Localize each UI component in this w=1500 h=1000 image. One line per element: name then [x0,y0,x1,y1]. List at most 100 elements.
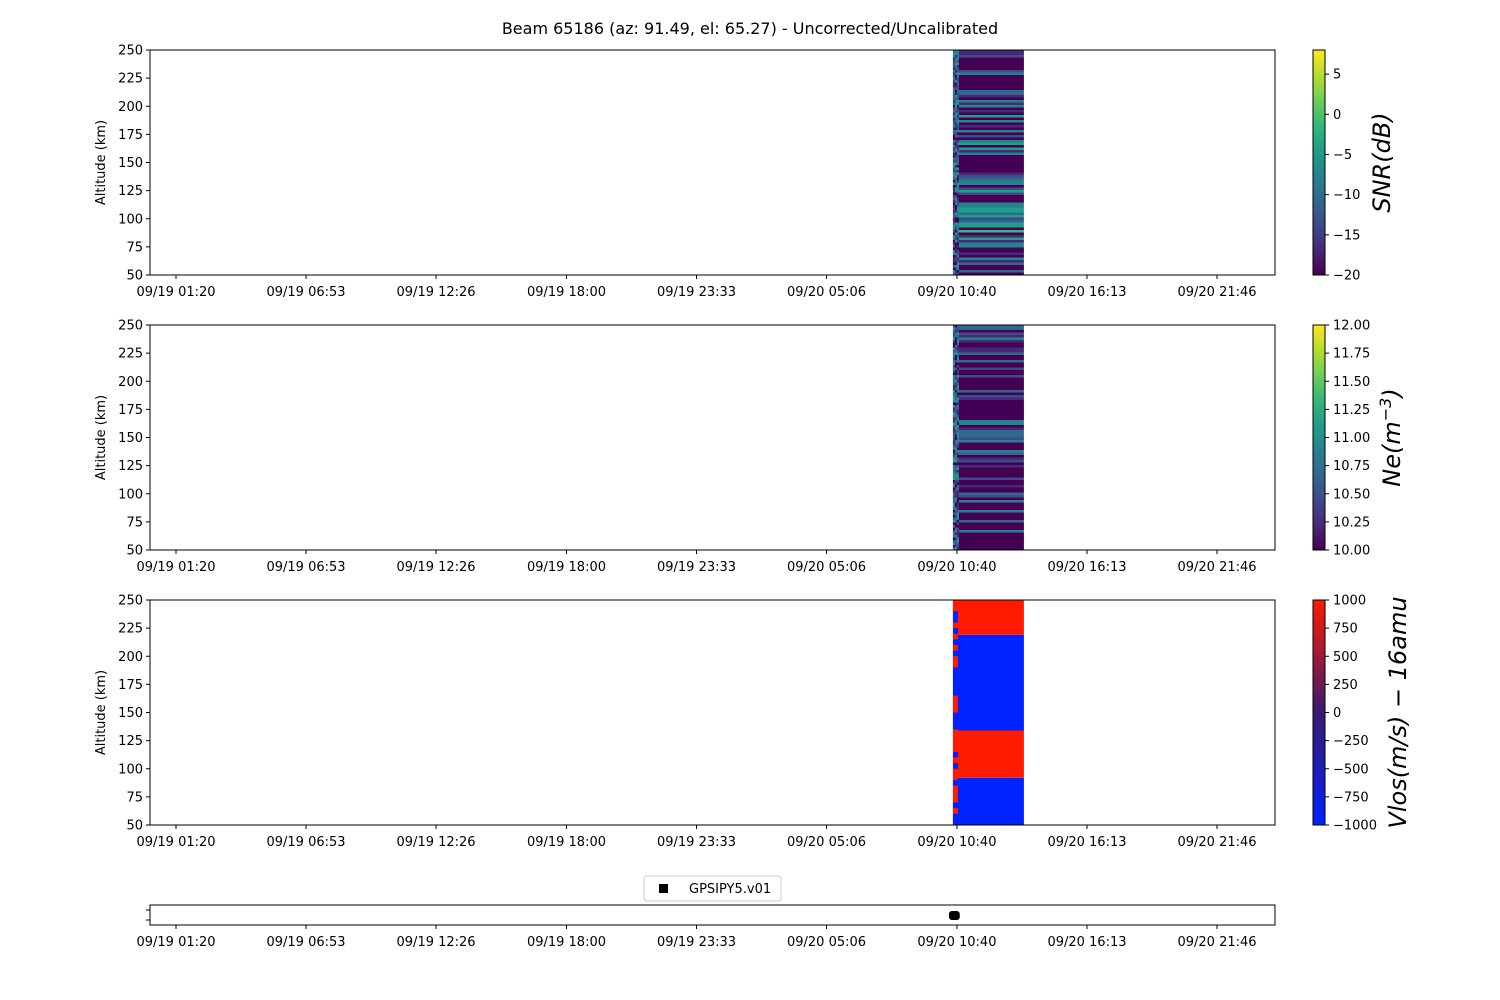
heatmap-cell [952,774,958,781]
heatmap-cell [954,440,957,443]
heatmap-cell [956,222,959,226]
heatmap-cell [952,132,955,136]
heatmap-cell [954,375,957,378]
heatmap-cell [954,75,957,78]
heatmap-cell [952,152,1024,156]
heatmap-cell [952,225,955,228]
heatmap-cell [956,105,959,108]
heatmap-cell [956,270,959,273]
heatmap-cell [952,390,955,393]
heatmap-cell [956,235,959,238]
heatmap-cell [956,427,959,431]
heatmap-cell [956,377,959,381]
heatmap-cell [956,112,959,116]
heatmap-cell [952,262,1024,266]
heatmap-cell [952,212,955,216]
heatmap-cell [952,165,955,168]
heatmap-cell [954,222,957,226]
x-tick-label: 09/19 06:53 [266,935,345,950]
heatmap-cell [952,70,1024,73]
heatmap-cell [954,542,957,546]
heatmap-cell [954,160,957,163]
heatmap-cell [952,535,955,538]
heatmap-cell [956,467,959,471]
colorbar-tick-label: 5 [1333,68,1341,83]
heatmap-cell [952,135,955,138]
heatmap-cell [952,60,1024,63]
y-axis-label: Altitude (km) [94,120,109,205]
heatmap-cell [952,152,955,156]
heatmap-cell [954,457,957,461]
heatmap-cell [956,450,959,453]
heatmap-cell [956,152,959,156]
heatmap-cell [954,245,957,248]
heatmap-cell [952,462,955,466]
colorbar-label: Ne(m−3) [1376,388,1406,486]
heatmap-cell [952,87,955,91]
heatmap-cell [952,477,955,481]
heatmap-cell [954,207,957,211]
heatmap-cell [952,400,955,403]
heatmap-cell [952,142,955,146]
heatmap-cell [954,115,957,118]
heatmap-cell [956,417,959,421]
heatmap-cell [954,190,957,193]
y-tick-label: 250 [118,44,143,59]
heatmap-cell [952,247,955,251]
heatmap-cell [954,357,957,361]
heatmap-cell [952,85,1024,88]
heatmap-cell [952,202,955,206]
heatmap-cell [956,332,959,336]
y-tick-label: 50 [126,269,143,284]
heatmap-cell [952,335,955,338]
heatmap-cell [956,65,959,68]
heatmap-cell [952,257,955,261]
heatmap-cell [956,80,959,83]
heatmap-cell [954,240,957,243]
heatmap-cell [952,55,955,58]
axes-frame [149,599,1276,826]
heatmap-cell [952,117,1024,121]
heatmap-cell [952,107,955,111]
heatmap-cell [952,330,1024,333]
heatmap-cell [956,512,959,516]
heatmap-cell [954,185,957,188]
heatmap-cell [952,445,1024,448]
heatmap-band [952,600,1024,635]
heatmap-cell [952,537,1024,541]
heatmap-cell [956,402,959,406]
x-tick-label: 09/19 01:20 [136,285,215,300]
heatmap-cell [952,690,958,696]
heatmap-cell [952,392,955,396]
heatmap-cell [952,97,1024,101]
heatmap-cell [954,527,957,531]
heatmap-cell [952,808,958,815]
colorbar-tick-label: 11.00 [1333,431,1370,446]
heatmap-cell [952,430,1024,433]
heatmap-cell [952,162,1024,166]
heatmap-cell [952,345,1024,348]
heatmap-cell [952,442,955,446]
y-tick-label: 150 [118,706,143,721]
heatmap-cell [956,85,959,88]
heatmap-cell [952,723,958,730]
heatmap-cell [952,600,958,606]
heatmap-cell [952,387,955,391]
heatmap-cell [952,160,1024,163]
heatmap-cell [956,130,959,133]
heatmap-cell [952,205,955,208]
axes-frame [149,49,1276,276]
heatmap-cell [954,447,957,451]
heatmap-cell [952,542,955,546]
heatmap-cell [952,95,955,98]
heatmap-cell [954,105,957,108]
heatmap-cell [954,67,957,71]
heatmap-cell [952,470,955,473]
heatmap-cell [952,255,955,258]
heatmap-cell [952,332,955,336]
heatmap-cell [954,337,957,341]
heatmap-cell [956,522,959,526]
heatmap-cell [956,72,959,76]
heatmap-cell [952,507,955,511]
